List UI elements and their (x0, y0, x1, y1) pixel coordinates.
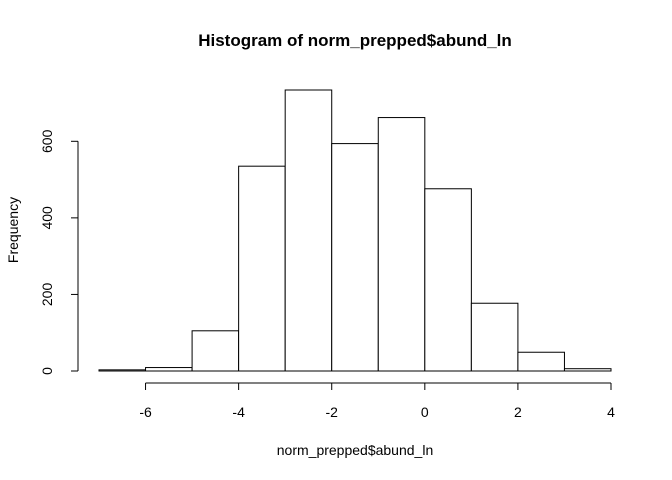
x-axis-label: norm_prepped$abund_ln (277, 442, 433, 458)
histogram-bar (331, 143, 379, 372)
x-axis: -6 -4 -2 0 2 4 (139, 382, 615, 420)
x-tick-label: 2 (514, 404, 522, 420)
histogram-bar (238, 165, 286, 372)
y-tick-label: 400 (39, 206, 55, 230)
histogram-bar (284, 89, 333, 372)
y-tick-label: 0 (39, 367, 55, 375)
histogram-bars (98, 89, 612, 372)
histogram-bar (424, 188, 472, 372)
y-axis-label: Frequency (5, 197, 21, 263)
y-axis: 0 200 400 600 (39, 129, 79, 375)
chart-title: Histogram of norm_prepped$abund_ln (198, 31, 512, 50)
histogram-bar (563, 368, 612, 372)
x-tick-label: 0 (421, 404, 429, 420)
x-tick-label: 4 (607, 404, 615, 420)
y-tick-label: 200 (39, 283, 55, 307)
histogram-bar (145, 367, 193, 372)
histogram-bar (191, 330, 240, 372)
histogram-bar (377, 117, 426, 372)
x-tick-label: -2 (326, 404, 339, 420)
x-tick-label: -6 (139, 404, 152, 420)
y-tick-label: 600 (39, 129, 55, 153)
histogram-bar (517, 351, 565, 372)
histogram-bar (98, 369, 147, 372)
histogram-bar (470, 302, 519, 372)
x-tick-label: -4 (232, 404, 245, 420)
